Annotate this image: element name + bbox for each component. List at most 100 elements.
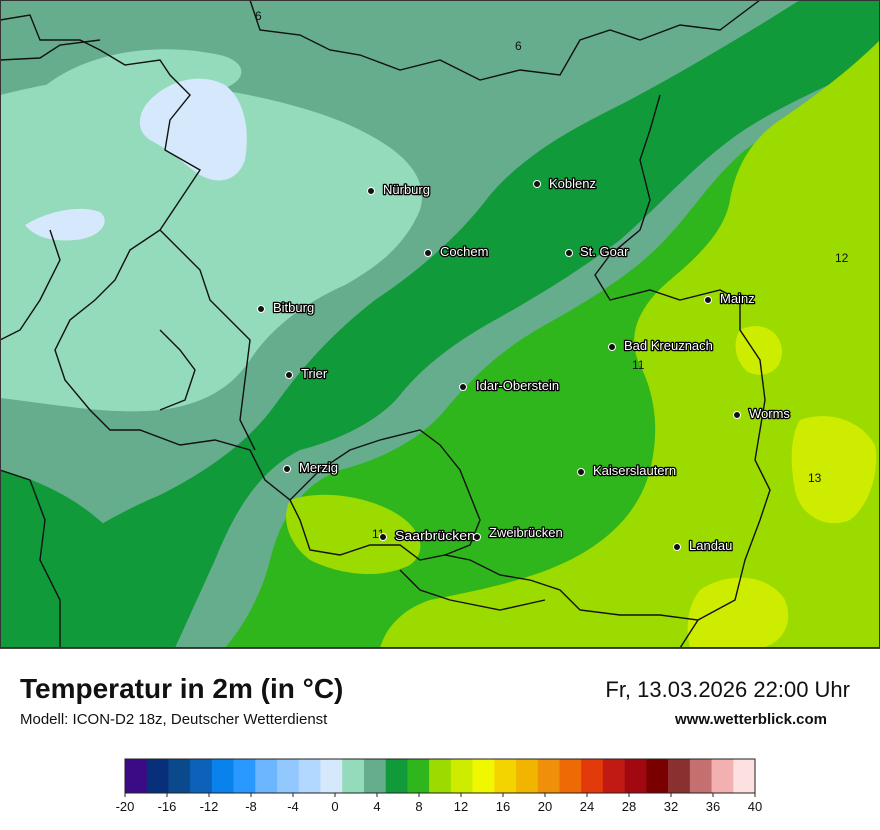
city-label: Idar-Oberstein: [476, 378, 559, 393]
legend-tick-label: -4: [287, 799, 299, 814]
city-label: Saarbrücken: [395, 528, 475, 543]
city-label: Cochem: [440, 244, 488, 259]
city-dot: [424, 249, 432, 257]
legend-color-box: [146, 759, 169, 793]
legend-tick-label: -12: [200, 799, 219, 814]
city-dot: [257, 305, 265, 313]
city-label: Landau: [689, 538, 732, 553]
legend-color-box: [298, 759, 321, 793]
legend-color-box: [407, 759, 430, 793]
legend-color-box: [168, 759, 191, 793]
city-dot: [379, 533, 387, 541]
city-idar-oberstein: Idar-Oberstein: [459, 377, 560, 394]
city-bad-kreuznach: Bad Kreuznach: [608, 337, 714, 354]
city-label: St. Goar: [580, 244, 629, 259]
city-label: Kaiserslautern: [593, 463, 676, 478]
yellow-green-patch-south: [687, 577, 789, 648]
temperature-map: 6 6 12 11 13 11 Nürburg Koblenz Cochem S…: [0, 0, 880, 648]
legend-color-box: [494, 759, 517, 793]
legend-color-box: [733, 759, 756, 793]
legend-tick-label: -8: [245, 799, 257, 814]
city-label: Zweibrücken: [489, 525, 563, 540]
legend-color-box: [233, 759, 256, 793]
city-label: Bad Kreuznach: [624, 338, 713, 353]
state-border-west: [0, 229, 256, 648]
city-dot: [673, 543, 681, 551]
city-bitburg: Bitburg: [257, 299, 316, 316]
city-label: Nürburg: [383, 182, 430, 197]
isotherm-label: 6: [255, 9, 262, 23]
isotherm-label: 12: [835, 251, 849, 265]
map-title: Temperatur in 2m (in °C): [20, 673, 344, 704]
legend-tick-label: 32: [664, 799, 678, 814]
city-label: Mainz: [720, 291, 755, 306]
city-label: Merzig: [299, 460, 338, 475]
state-border-north: [0, 0, 761, 81]
legend-color-box: [255, 759, 278, 793]
legend-tick-label: 40: [748, 799, 762, 814]
legend-color-box: [277, 759, 300, 793]
legend-color-box: [624, 759, 647, 793]
pale-temperature-zone: [0, 77, 422, 412]
legend-color-box: [429, 759, 452, 793]
city-dot: [733, 411, 741, 419]
legend-tick-label: 0: [331, 799, 338, 814]
city-landau: Landau: [673, 537, 734, 554]
legend-tick-label: 16: [496, 799, 510, 814]
light-green-temperature-zone: [380, 40, 880, 648]
model-info: Modell: ICON-D2 18z, Deutscher Wetterdie…: [20, 711, 328, 728]
legend-color-box: [689, 759, 712, 793]
legend-tick-label: 36: [706, 799, 720, 814]
cold-temperature-patch: [139, 78, 247, 181]
legend-tick-label: -20: [116, 799, 135, 814]
city-cochem: Cochem: [424, 243, 490, 260]
city-trier: Trier: [285, 365, 329, 382]
city-kaiserslautern: Kaiserslautern: [577, 462, 677, 479]
state-border-east: [594, 94, 771, 621]
city-dot: [285, 371, 293, 379]
legend-tick-label: -16: [158, 799, 177, 814]
country-border: [0, 14, 700, 648]
legend-color-box: [668, 759, 691, 793]
legend-color-box: [450, 759, 473, 793]
cold-temperature-patch-west: [25, 208, 105, 241]
city-dot: [459, 383, 467, 391]
city-label: Bitburg: [273, 300, 314, 315]
city-st-goar: St. Goar: [565, 243, 630, 260]
city-saarbruecken: Saarbrücken: [379, 527, 476, 544]
city-label: Trier: [301, 366, 328, 381]
yellow-green-patch-east: [791, 416, 877, 524]
city-worms: Worms: [733, 405, 792, 422]
website-link[interactable]: www.wetterblick.com: [675, 711, 827, 728]
legend-color-box: [559, 759, 582, 793]
legend-color-box: [711, 759, 734, 793]
yellow-green-patch-center: [735, 326, 783, 375]
state-border-saarland: [289, 429, 546, 611]
legend-tick-labels: -20 -16 -12 -8 -4 0 4 8 12 16 20 24 28 32 36 40: [116, 793, 762, 814]
city-markers: Nürburg Koblenz Cochem St. Goar Bitburg …: [257, 175, 792, 554]
isotherm-labels: 6 6 12 11 13 11: [255, 9, 849, 541]
city-dot: [704, 296, 712, 304]
legend-color-box: [516, 759, 539, 793]
legend-color-box: [646, 759, 669, 793]
legend-color-box: [581, 759, 604, 793]
dark-green-temperature-zone: [0, 0, 880, 648]
city-label: Worms: [749, 406, 790, 421]
city-dot: [283, 465, 291, 473]
city-dot: [577, 468, 585, 476]
legend-tick-label: 20: [538, 799, 552, 814]
legend-color-box: [211, 759, 234, 793]
legend-frame: [124, 758, 756, 794]
legend-color-box: [125, 759, 148, 793]
city-zweibruecken: Zweibrücken: [473, 524, 564, 541]
legend-tick-label: 28: [622, 799, 636, 814]
legend-tick-label: 8: [415, 799, 422, 814]
city-koblenz: Koblenz: [533, 175, 597, 192]
legend-tick-label: 4: [373, 799, 380, 814]
isotherm-label: 6: [515, 39, 522, 53]
city-merzig: Merzig: [283, 459, 339, 476]
light-green-patch-saar: [286, 494, 421, 575]
legend-tick-label: 24: [580, 799, 594, 814]
legend-color-box: [537, 759, 560, 793]
legend-color-box: [342, 759, 365, 793]
